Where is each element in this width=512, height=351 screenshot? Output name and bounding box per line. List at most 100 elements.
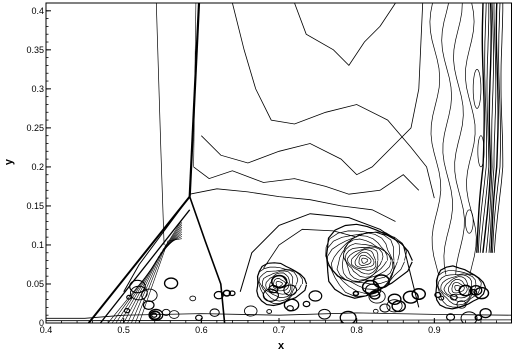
vortex-contour [437, 273, 477, 306]
vortex-contour [325, 223, 413, 299]
wall-eddy-contour [163, 277, 179, 290]
wall-eddy-contour [222, 289, 232, 297]
wall-eddy-contour [161, 308, 171, 316]
wall-eddy-contour [372, 308, 379, 314]
wall-eddy-contour [209, 308, 220, 317]
y-tick-label: 0 [39, 318, 44, 328]
y-axis-label: y [3, 158, 15, 165]
contour-oval [465, 209, 474, 234]
vortex-contour [443, 276, 470, 299]
vortex-contour [330, 232, 395, 285]
vortex-contour [435, 265, 487, 310]
contour-line-upper-4 [193, 166, 420, 195]
right-shock-strand [493, 3, 504, 253]
right-shock-strand [482, 3, 492, 253]
x-axis-ticks: 0.4 0.5 0.6 0.7 0.8 0.9 [40, 318, 497, 335]
vortex-contour [269, 275, 290, 292]
wall-eddy-contour [244, 305, 258, 317]
x-tick-label: 0.5 [117, 325, 130, 335]
y-tick-label: 0.1 [31, 240, 44, 250]
wall-eddy-contour [411, 288, 427, 301]
wall-eddy-contour [460, 311, 478, 323]
wall-eddy-contour [129, 285, 148, 301]
x-tick-label: 0.6 [195, 325, 208, 335]
right-shock-strand [476, 3, 485, 253]
y-tick-label: 0.35 [26, 45, 44, 55]
vortex-contour [336, 235, 394, 283]
contour-line-stem-outer [193, 3, 197, 167]
wall-eddy-contour [141, 288, 158, 302]
vortex-contour [261, 270, 294, 298]
wall-eddy-contour [283, 284, 298, 296]
wall-eddy-contour [402, 290, 419, 304]
x-tick-label: 0.8 [350, 325, 363, 335]
wall-eddy-contour [129, 279, 146, 294]
contour-line-upper-5 [189, 188, 396, 222]
wall-eddy-contour [189, 295, 197, 302]
vortex-contour [344, 246, 384, 278]
contour-line-right-wavy [441, 3, 453, 275]
vortex-contour [275, 281, 283, 288]
wall-eddy-contour [469, 285, 483, 296]
wall-eddy-contour [142, 300, 155, 310]
right-shock-strand [488, 3, 497, 253]
vortex-contour [350, 249, 377, 271]
vortex-contour [358, 254, 372, 266]
wall-eddy-contour [456, 300, 467, 309]
x-tick-label: 0.7 [273, 325, 286, 335]
wall-eddy-contour [126, 294, 133, 300]
right-shock-strand [492, 3, 501, 253]
contour-line-left [155, 3, 165, 246]
wall-eddy-contour [228, 290, 236, 297]
wall-eddy-contour [352, 290, 360, 297]
wall-eddy-contour [449, 294, 458, 301]
incident-shock-line [87, 195, 191, 323]
contour-line-upper-1 [232, 3, 435, 199]
vortex-contour [440, 274, 473, 303]
y-tick-label: 0.2 [31, 162, 44, 172]
wall-eddy-contour [434, 291, 442, 298]
contour-oval [472, 68, 482, 109]
contour-line-right-wavy [453, 3, 465, 275]
wall-eddy-contour [387, 293, 402, 305]
y-tick-label: 0.05 [26, 279, 44, 289]
y-tick-label: 0.25 [26, 123, 44, 133]
y-tick-label: 0.4 [31, 6, 44, 16]
contour-line-right-wavy [429, 3, 442, 275]
vortex-contour [451, 281, 465, 294]
wall-eddy-contour [123, 308, 131, 314]
wall-eddy-contour [308, 290, 323, 302]
contour-line-upper-2 [294, 3, 396, 67]
vortex-contour [347, 247, 379, 275]
x-tick-label: 0.4 [40, 325, 53, 335]
wall-eddy-contour [473, 286, 490, 300]
vortex-contour [361, 257, 369, 264]
vortex-contour [343, 243, 388, 281]
right-shock-strand [490, 3, 499, 253]
wall-eddy-contour [151, 312, 158, 318]
wall-eddy-contour [262, 288, 279, 302]
vortex-contour [436, 270, 482, 308]
reflected-shock-line [188, 196, 226, 323]
wall-eddy-contour [213, 290, 224, 300]
fan-contour-line [123, 229, 183, 323]
contour-oval [477, 135, 485, 168]
wall-eddy-contour [149, 310, 161, 321]
wall-eddy-contour [364, 283, 382, 297]
y-tick-label: 0.15 [26, 201, 44, 211]
wall-eddy-contour [458, 284, 473, 297]
wall-eddy-contour [302, 300, 311, 308]
wall-eddy-contour [379, 303, 391, 313]
wall-eddy-contour [266, 309, 273, 314]
incident-shock-secondary-line [99, 209, 191, 323]
wall-eddy-contour [438, 295, 445, 301]
wall-eddy-contour [474, 314, 483, 321]
fan-contour-line [138, 238, 182, 323]
vortex-contour [257, 266, 303, 304]
wall-eddy-contour [361, 279, 380, 295]
wall-eddy-contour [479, 308, 492, 319]
x-tick-label: 0.9 [428, 325, 441, 335]
fan-contour-line [111, 222, 183, 323]
